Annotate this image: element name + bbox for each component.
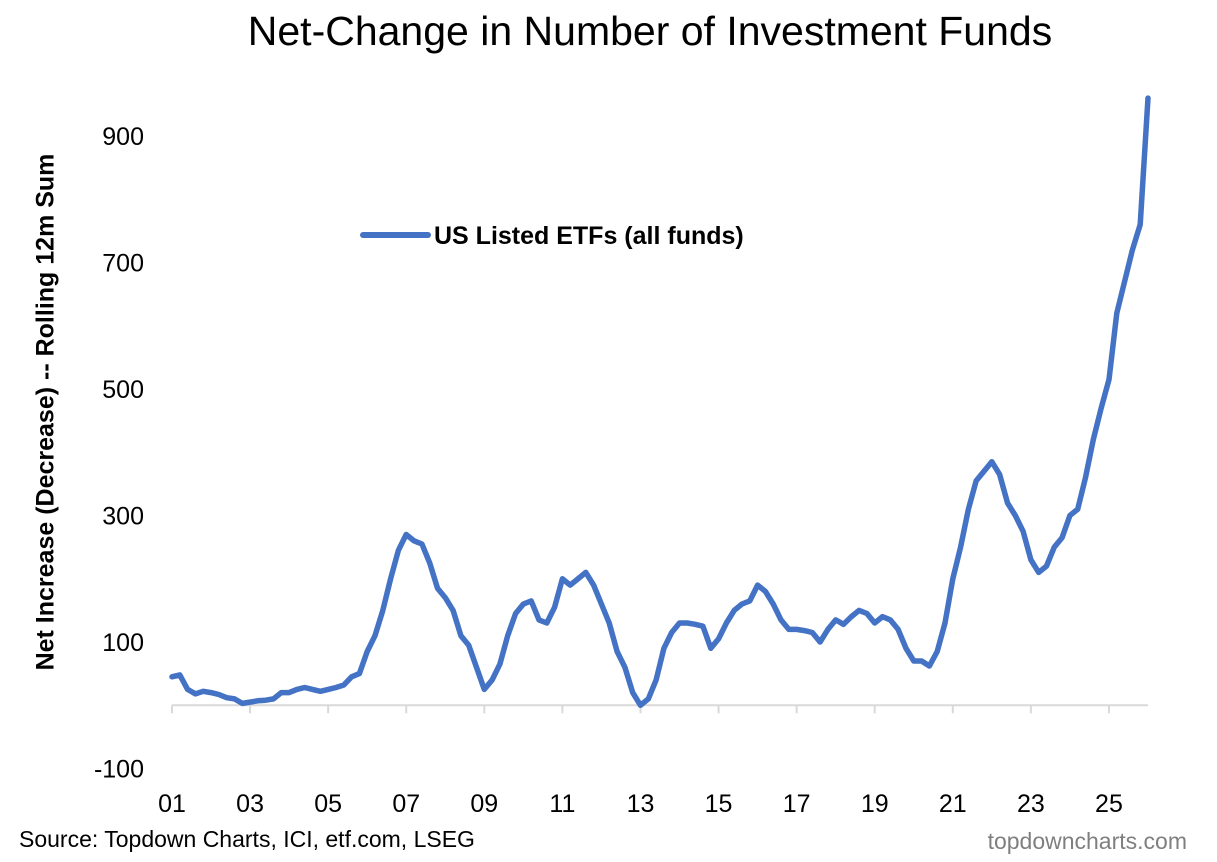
x-tick-label: 11 [549, 790, 575, 818]
x-tick-label: 05 [314, 790, 342, 818]
x-tick-label: 19 [861, 790, 889, 818]
series-line [169, 95, 1151, 709]
x-tick-label: 25 [1095, 790, 1123, 818]
x-tick-label: 15 [705, 790, 733, 818]
legend-label: US Listed ETFs (all funds) [434, 222, 744, 250]
y-tick-label: -100 [94, 756, 144, 784]
source-note: Source: Topdown Charts, ICI, etf.com, LS… [19, 826, 475, 852]
x-tick-label: 21 [939, 790, 967, 818]
y-tick-label: 500 [102, 376, 144, 404]
axis-layer: 01 03 05 07 09 11 13 15 17 19 21 23 25 900 700 500 300 10… [94, 123, 1148, 818]
x-tick-label: 07 [392, 790, 420, 818]
chart-title: Net-Change in Number of Investment Funds [247, 8, 1053, 54]
y-tick-label: 300 [102, 503, 144, 531]
y-tick-label: 700 [102, 250, 144, 278]
watermark: topdowncharts.com [987, 828, 1187, 854]
x-tick-label: 03 [236, 790, 264, 818]
y-tick-label: 900 [102, 123, 144, 151]
x-tick-label: 01 [158, 790, 186, 818]
x-tick-label: 23 [1017, 790, 1045, 818]
y-tick-label: 100 [102, 629, 144, 657]
x-tick-label: 13 [627, 790, 655, 818]
x-tick-label: 09 [470, 790, 498, 818]
x-tick-label: 17 [783, 790, 811, 818]
series-layer [169, 95, 1151, 709]
legend: US Listed ETFs (all funds) [360, 222, 744, 250]
